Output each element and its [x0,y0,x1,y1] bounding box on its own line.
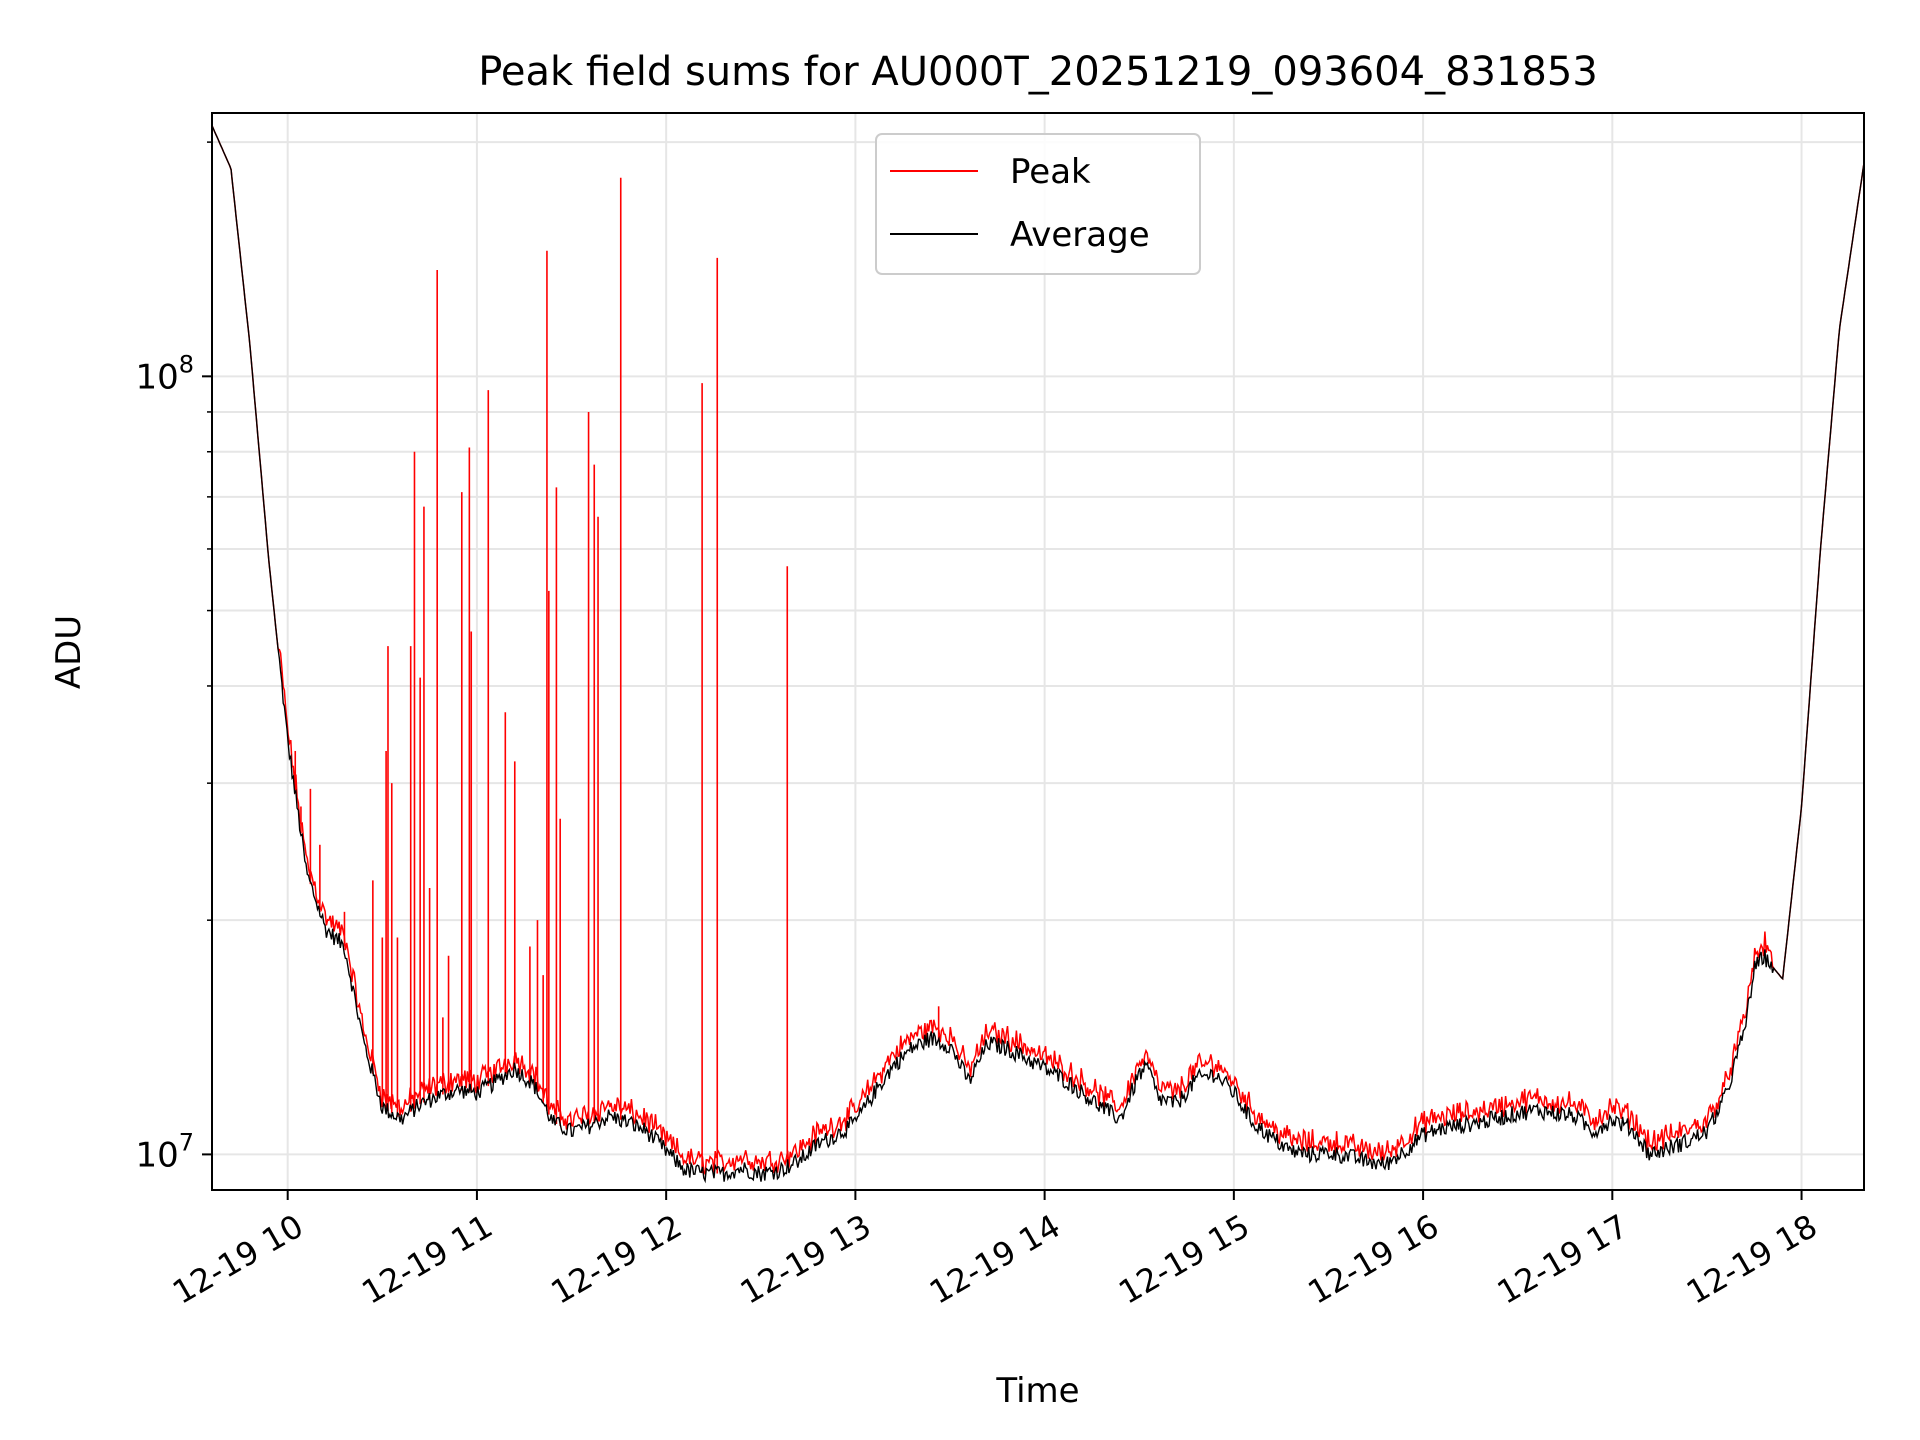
y-tick-label-base: 10 [135,357,178,397]
y-tick-label: 108 [135,350,194,397]
legend-label-peak: Peak [1010,152,1091,192]
peak-line [211,125,1865,1177]
grid [212,113,1864,1190]
chart-title: Peak field sums for AU000T_20251219_0936… [478,49,1598,95]
average-line [211,125,1865,1184]
y-tick-label: 107 [135,1128,194,1175]
y-axis-label: ADU [49,615,89,689]
series-average [211,125,1865,1184]
y-tick-label-exponent: 8 [179,350,194,378]
legend-label-average: Average [1010,215,1150,255]
y-tick-label-exponent: 7 [179,1128,194,1156]
series-peak [211,125,1865,1177]
legend-box [875,133,1201,275]
x-axis-label: Time [995,1371,1079,1411]
axes-frame [211,112,1865,1191]
legend: Peak Average [875,133,1201,275]
y-tick-label-base: 10 [135,1135,178,1175]
